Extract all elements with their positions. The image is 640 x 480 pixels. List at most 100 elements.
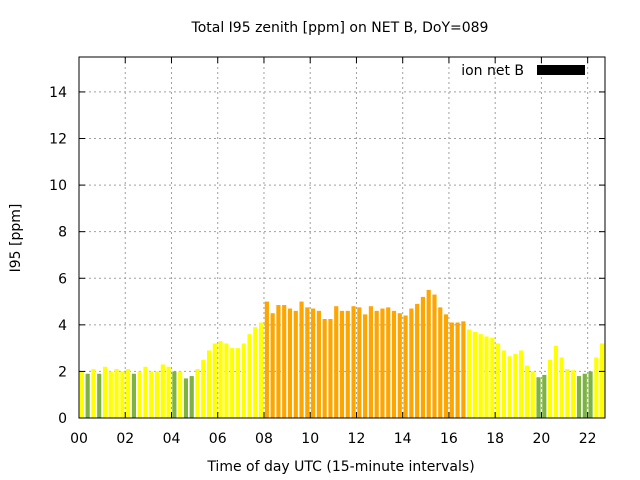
bar [472, 331, 478, 418]
bar [282, 305, 287, 418]
bar [588, 371, 593, 418]
bar [409, 308, 414, 418]
bar [397, 313, 402, 418]
bar [276, 305, 281, 418]
y-axis-label: I95 [ppm] [8, 204, 24, 273]
bar [212, 343, 217, 418]
bar [259, 322, 264, 418]
bar [293, 310, 298, 418]
bar [206, 350, 212, 418]
bar [79, 371, 84, 418]
y-tick-label: 10 [49, 178, 67, 194]
bar [316, 310, 321, 418]
bar [548, 359, 553, 418]
legend-label: ion net B [461, 63, 524, 79]
x-tick-label: 04 [163, 431, 181, 447]
bar [270, 313, 275, 418]
bar [85, 373, 90, 418]
legend: ion net B [461, 63, 585, 79]
bar [363, 314, 368, 418]
bar [345, 310, 350, 418]
bar [305, 307, 310, 418]
bar [102, 366, 108, 418]
bar [218, 341, 223, 418]
x-tick-label: 10 [301, 431, 319, 447]
bar [449, 322, 454, 418]
bar [253, 327, 258, 418]
bar [137, 371, 142, 418]
legend-swatch [537, 65, 585, 75]
y-tick-label: 8 [58, 225, 67, 241]
x-tick-label: 12 [348, 431, 366, 447]
y-tick-label: 0 [58, 411, 67, 427]
bar [426, 289, 431, 418]
bar [380, 308, 385, 418]
bar [311, 308, 316, 418]
bar [160, 364, 165, 418]
plot-border [78, 56, 606, 419]
bar [594, 357, 599, 418]
bar [524, 365, 530, 418]
bar [334, 306, 339, 418]
bar [339, 310, 345, 418]
bar [351, 306, 356, 418]
bar [513, 353, 518, 418]
bar [322, 319, 327, 418]
x-axis-label: Time of day UTC (15-minute intervals) [206, 459, 474, 475]
bar [224, 343, 229, 418]
bar [403, 315, 408, 418]
bar-series [79, 289, 605, 418]
bar [501, 350, 506, 418]
bar [201, 359, 206, 418]
bar [143, 366, 148, 418]
bar [443, 314, 449, 418]
bar [553, 345, 558, 418]
bar [91, 369, 96, 418]
bar [97, 373, 102, 418]
bar [126, 369, 131, 418]
bar [571, 370, 576, 418]
x-tick-label: 14 [394, 431, 412, 447]
bar [149, 371, 154, 418]
bar [391, 310, 397, 418]
bar [235, 348, 241, 418]
x-tick-label: 16 [440, 431, 458, 447]
x-tick-label: 18 [486, 431, 504, 447]
bar [478, 334, 483, 418]
bar [114, 369, 119, 418]
bar [420, 296, 425, 418]
bar [154, 371, 160, 418]
bar [247, 334, 252, 418]
bar [189, 376, 194, 418]
bar [542, 374, 547, 418]
x-tick-label: 22 [579, 431, 597, 447]
bar [536, 377, 541, 418]
bar [166, 366, 171, 418]
bar [559, 357, 564, 418]
bar [299, 301, 304, 418]
bar [432, 294, 437, 418]
grid-lines [79, 57, 605, 418]
bar [507, 356, 512, 418]
bar [467, 329, 472, 418]
bar [374, 310, 379, 418]
bar [495, 343, 501, 418]
bar [368, 306, 373, 418]
bar [108, 371, 113, 418]
bar [195, 369, 200, 418]
bar [582, 373, 587, 418]
bar [178, 371, 183, 418]
bar [241, 343, 246, 418]
x-tick-label: 00 [70, 431, 88, 447]
bar [565, 369, 570, 418]
y-tick-label: 14 [49, 85, 67, 101]
bar [287, 308, 293, 418]
bar [530, 371, 535, 418]
bar [519, 350, 524, 418]
y-tick-label: 6 [58, 271, 67, 287]
bar [120, 371, 125, 418]
bar [600, 343, 605, 418]
bar [484, 336, 489, 418]
